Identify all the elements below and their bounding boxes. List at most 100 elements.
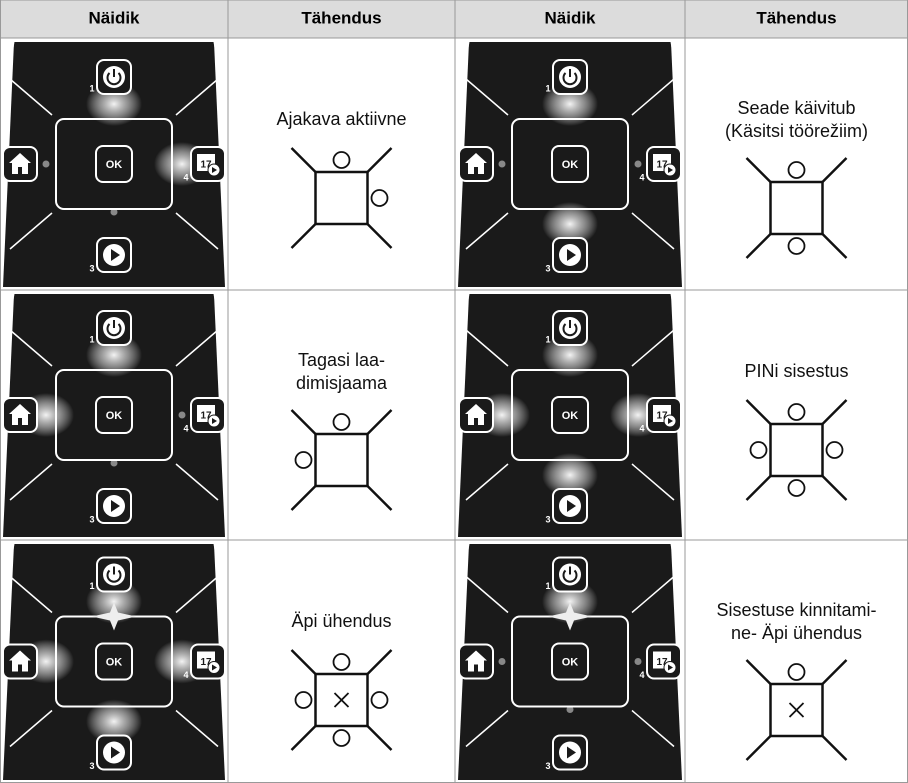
center-frame xyxy=(511,118,629,210)
meaning-text: ne- Äpi ühendus xyxy=(731,623,862,643)
button-number: 4 xyxy=(639,172,644,182)
panel-edge xyxy=(458,543,470,601)
button-number: 1 xyxy=(545,581,550,591)
center-frame xyxy=(511,369,629,461)
button-number: 3 xyxy=(545,761,550,771)
power-symbol xyxy=(562,323,578,337)
calendar-play-symbol xyxy=(668,418,673,424)
diagram-line xyxy=(821,659,848,685)
diagram-line xyxy=(290,147,317,173)
meaning-text: PINi sisestus xyxy=(744,361,848,381)
radial-line xyxy=(175,212,219,250)
diagram-circle xyxy=(294,451,313,469)
diagram-line xyxy=(366,485,393,511)
diagram-circle xyxy=(787,403,806,421)
header-bg xyxy=(0,0,908,38)
home-icon xyxy=(465,650,487,672)
diagram-line xyxy=(745,659,772,685)
panel-edge xyxy=(458,293,470,351)
button-number: 4 xyxy=(183,172,188,182)
led-glow xyxy=(542,453,598,497)
panel-edge xyxy=(213,293,225,351)
diagram-line xyxy=(290,223,317,249)
button-number: 2 xyxy=(449,423,454,433)
ok-label: OK xyxy=(106,410,123,422)
diagram-line xyxy=(366,649,393,675)
power-symbol xyxy=(106,569,122,583)
panel-edge xyxy=(3,543,15,601)
ok-label: OK xyxy=(562,410,579,422)
diagram-circle xyxy=(370,189,389,207)
calendar-play-symbol xyxy=(212,167,217,173)
header-cell: Tähendus xyxy=(301,8,381,27)
diagram-circle xyxy=(787,237,806,255)
button-number: 2 xyxy=(449,670,454,680)
radial-line xyxy=(9,463,53,501)
play-symbol xyxy=(111,500,120,512)
button-number: 1 xyxy=(89,83,94,93)
diagram-circle xyxy=(825,441,844,459)
radial-line xyxy=(175,709,219,748)
diagram-cross xyxy=(333,692,350,708)
ok-button xyxy=(551,396,589,434)
diagram-square xyxy=(314,672,369,728)
led-off xyxy=(110,208,118,216)
button-number: 1 xyxy=(89,334,94,344)
diagram-line xyxy=(366,409,393,435)
radial-line xyxy=(9,329,53,367)
ok-button xyxy=(551,642,589,681)
center-frame xyxy=(55,369,173,461)
meaning-text: Ajakava aktiivne xyxy=(276,109,406,129)
radial-line xyxy=(465,709,509,748)
radial-line xyxy=(465,575,509,614)
led-off xyxy=(110,459,118,467)
panel-edge xyxy=(3,41,15,99)
radial-line xyxy=(175,329,219,367)
header-cell: Näidik xyxy=(88,8,140,27)
play-symbol xyxy=(567,746,576,759)
calendar-day: 17 xyxy=(656,657,668,668)
home-icon xyxy=(9,650,31,672)
ok-button xyxy=(95,396,133,434)
home-icon xyxy=(9,153,31,174)
diagram-square xyxy=(769,180,824,236)
panel-edge xyxy=(458,41,470,99)
center-frame xyxy=(55,118,173,210)
diagram-line xyxy=(745,475,772,501)
radial-line xyxy=(631,709,675,748)
diagram-line xyxy=(290,409,317,435)
panel-edge xyxy=(670,293,682,351)
button-number: 2 xyxy=(449,172,454,182)
radial-line xyxy=(9,78,53,116)
panel-edge xyxy=(213,543,225,601)
diagram-circle xyxy=(787,161,806,179)
diagram-line xyxy=(821,233,848,259)
star-glow xyxy=(92,602,136,631)
radial-line xyxy=(465,212,509,250)
calendar-play-symbol xyxy=(212,664,217,671)
radial-line xyxy=(9,212,53,250)
meaning-text: Tagasi laa- xyxy=(298,350,385,370)
button-number: 1 xyxy=(545,83,550,93)
diagram-line xyxy=(290,485,317,511)
radial-line xyxy=(175,78,219,116)
diagram-square xyxy=(769,682,824,738)
led-off xyxy=(178,411,186,419)
diagram-line xyxy=(366,725,393,751)
diagram-circle xyxy=(749,441,768,459)
ok-label: OK xyxy=(106,159,123,171)
diagram-circle xyxy=(332,413,351,431)
header-cell: Tähendus xyxy=(756,8,836,27)
diagram-circle xyxy=(787,479,806,497)
radial-line xyxy=(9,709,53,748)
button-number: 4 xyxy=(183,670,188,680)
radial-line xyxy=(175,463,219,501)
button-number: 1 xyxy=(545,334,550,344)
radial-line xyxy=(9,575,53,614)
meaning-text: Sisestuse kinnitami- xyxy=(716,600,876,620)
diagram-line xyxy=(745,735,772,761)
led-off xyxy=(498,160,506,168)
ok-button xyxy=(551,145,589,183)
calendar-day: 17 xyxy=(656,411,668,422)
